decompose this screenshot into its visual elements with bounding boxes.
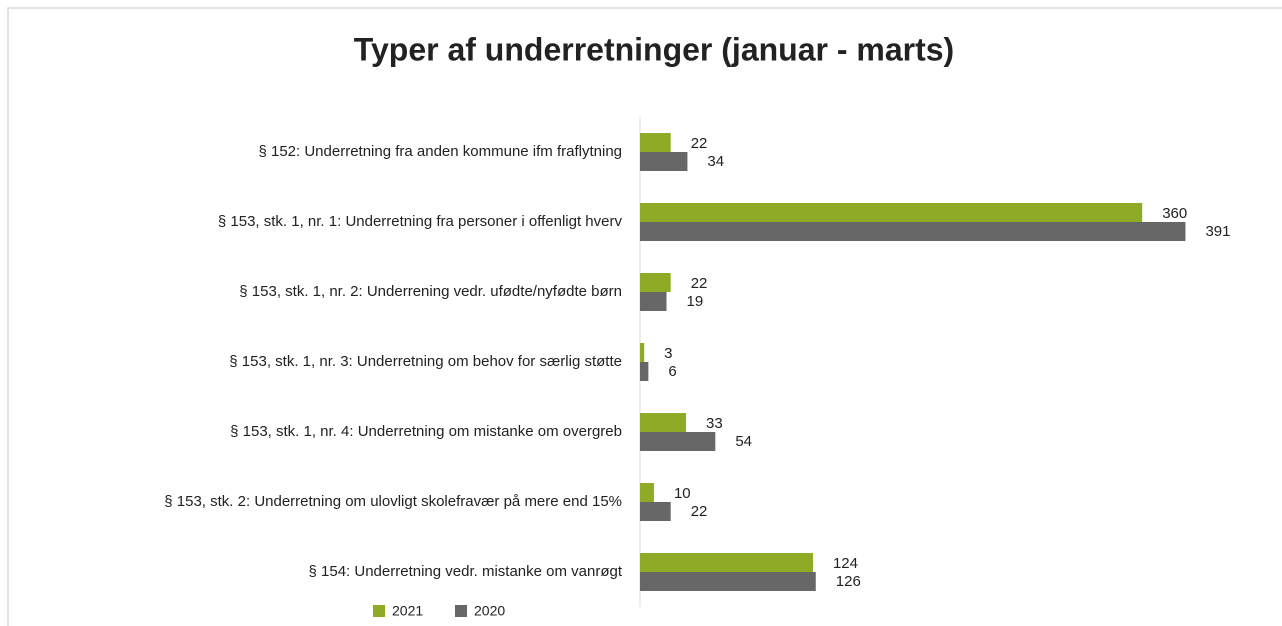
legend-swatch <box>455 605 467 617</box>
legend-label: 2020 <box>474 603 505 619</box>
data-label: 22 <box>691 135 708 152</box>
bar <box>640 343 645 362</box>
data-label: 124 <box>833 555 858 572</box>
y-tick-label: § 153, stk. 1, nr. 1: Underretning fra p… <box>218 213 623 230</box>
y-tick-label: § 153, stk. 1, nr. 4: Underretning om mi… <box>230 423 622 440</box>
bar <box>640 553 813 572</box>
bar <box>640 203 1143 222</box>
bar <box>640 292 667 311</box>
data-label: 3 <box>664 345 672 362</box>
y-tick-label: § 154: Underretning vedr. mistanke om va… <box>309 563 623 580</box>
legend-swatch <box>373 605 385 617</box>
data-label: 34 <box>707 153 724 170</box>
data-label: 6 <box>668 363 676 380</box>
data-label: 391 <box>1205 223 1230 240</box>
data-label: 19 <box>687 293 704 310</box>
bar <box>640 572 816 591</box>
data-label: 22 <box>691 503 708 520</box>
bar <box>640 432 716 451</box>
data-label: 22 <box>691 275 708 292</box>
data-label: 54 <box>735 433 752 450</box>
bar <box>640 152 688 171</box>
data-label: 33 <box>706 415 723 432</box>
bar <box>640 273 671 292</box>
chart-frame <box>7 7 1282 626</box>
bar <box>640 133 671 152</box>
legend-label: 2021 <box>392 603 423 619</box>
y-tick-label: § 153, stk. 2: Underretning om ulovligt … <box>164 493 622 510</box>
data-label: 10 <box>674 485 691 502</box>
chart-title: Typer af underretninger (januar - marts) <box>354 31 954 67</box>
bar <box>640 483 654 502</box>
bar <box>640 502 671 521</box>
y-tick-label: § 153, stk. 1, nr. 2: Underrening vedr. … <box>239 283 622 300</box>
bar <box>640 413 687 432</box>
bar <box>640 222 1186 241</box>
data-label: 360 <box>1162 205 1187 222</box>
y-tick-label: § 152: Underretning fra anden kommune if… <box>258 143 622 160</box>
y-tick-label: § 153, stk. 1, nr. 3: Underretning om be… <box>229 353 622 370</box>
data-label: 126 <box>836 573 861 590</box>
bar <box>640 362 649 381</box>
